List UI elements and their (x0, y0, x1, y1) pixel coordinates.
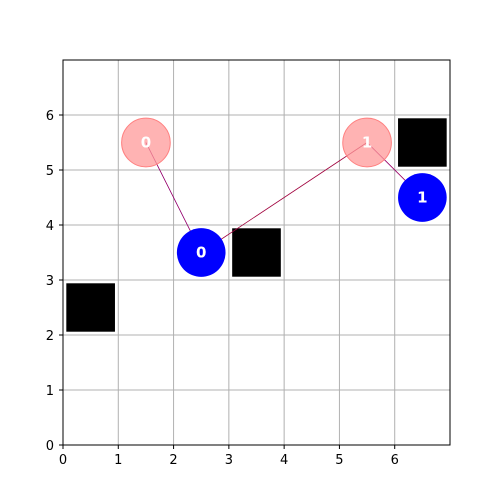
goal-marker-1 (342, 117, 392, 168)
y-tick-label: 6 (46, 109, 54, 124)
y-tick-label: 0 (46, 439, 54, 454)
y-tick-label: 3 (46, 274, 54, 289)
agent-label-1: 1 (417, 189, 427, 207)
y-tick-label: 2 (46, 329, 54, 344)
x-tick-label: 5 (335, 453, 343, 468)
x-tick-label: 0 (59, 453, 67, 468)
obstacle-3 (398, 118, 447, 167)
x-tick-label: 4 (280, 453, 288, 468)
x-tick-label: 3 (225, 453, 233, 468)
obstacle-2 (232, 228, 281, 277)
y-tick-label: 4 (46, 219, 54, 234)
goal-marker-0 (121, 117, 171, 168)
y-axis-ticks: 0 1 2 3 4 5 6 (46, 109, 63, 454)
agent-label-0: 0 (196, 244, 206, 262)
y-tick-label: 5 (46, 164, 54, 179)
plot-frame (62, 59, 451, 446)
goal-label-0: 0 (141, 134, 151, 152)
x-tick-label: 1 (114, 453, 122, 468)
x-axis-ticks: 0 1 2 3 4 5 6 (59, 445, 399, 468)
goal-label-1: 1 (362, 134, 372, 152)
obstacle-1 (66, 283, 115, 332)
y-tick-label: 1 (46, 384, 54, 399)
agent-marker-1 (398, 173, 447, 222)
cross-path (200, 142, 368, 253)
agent-marker-0 (176, 228, 226, 277)
x-tick-label: 2 (169, 453, 177, 468)
agent-layer: 01 (176, 173, 447, 277)
x-tick-label: 6 (391, 453, 399, 468)
obstacle-layer (66, 118, 447, 332)
